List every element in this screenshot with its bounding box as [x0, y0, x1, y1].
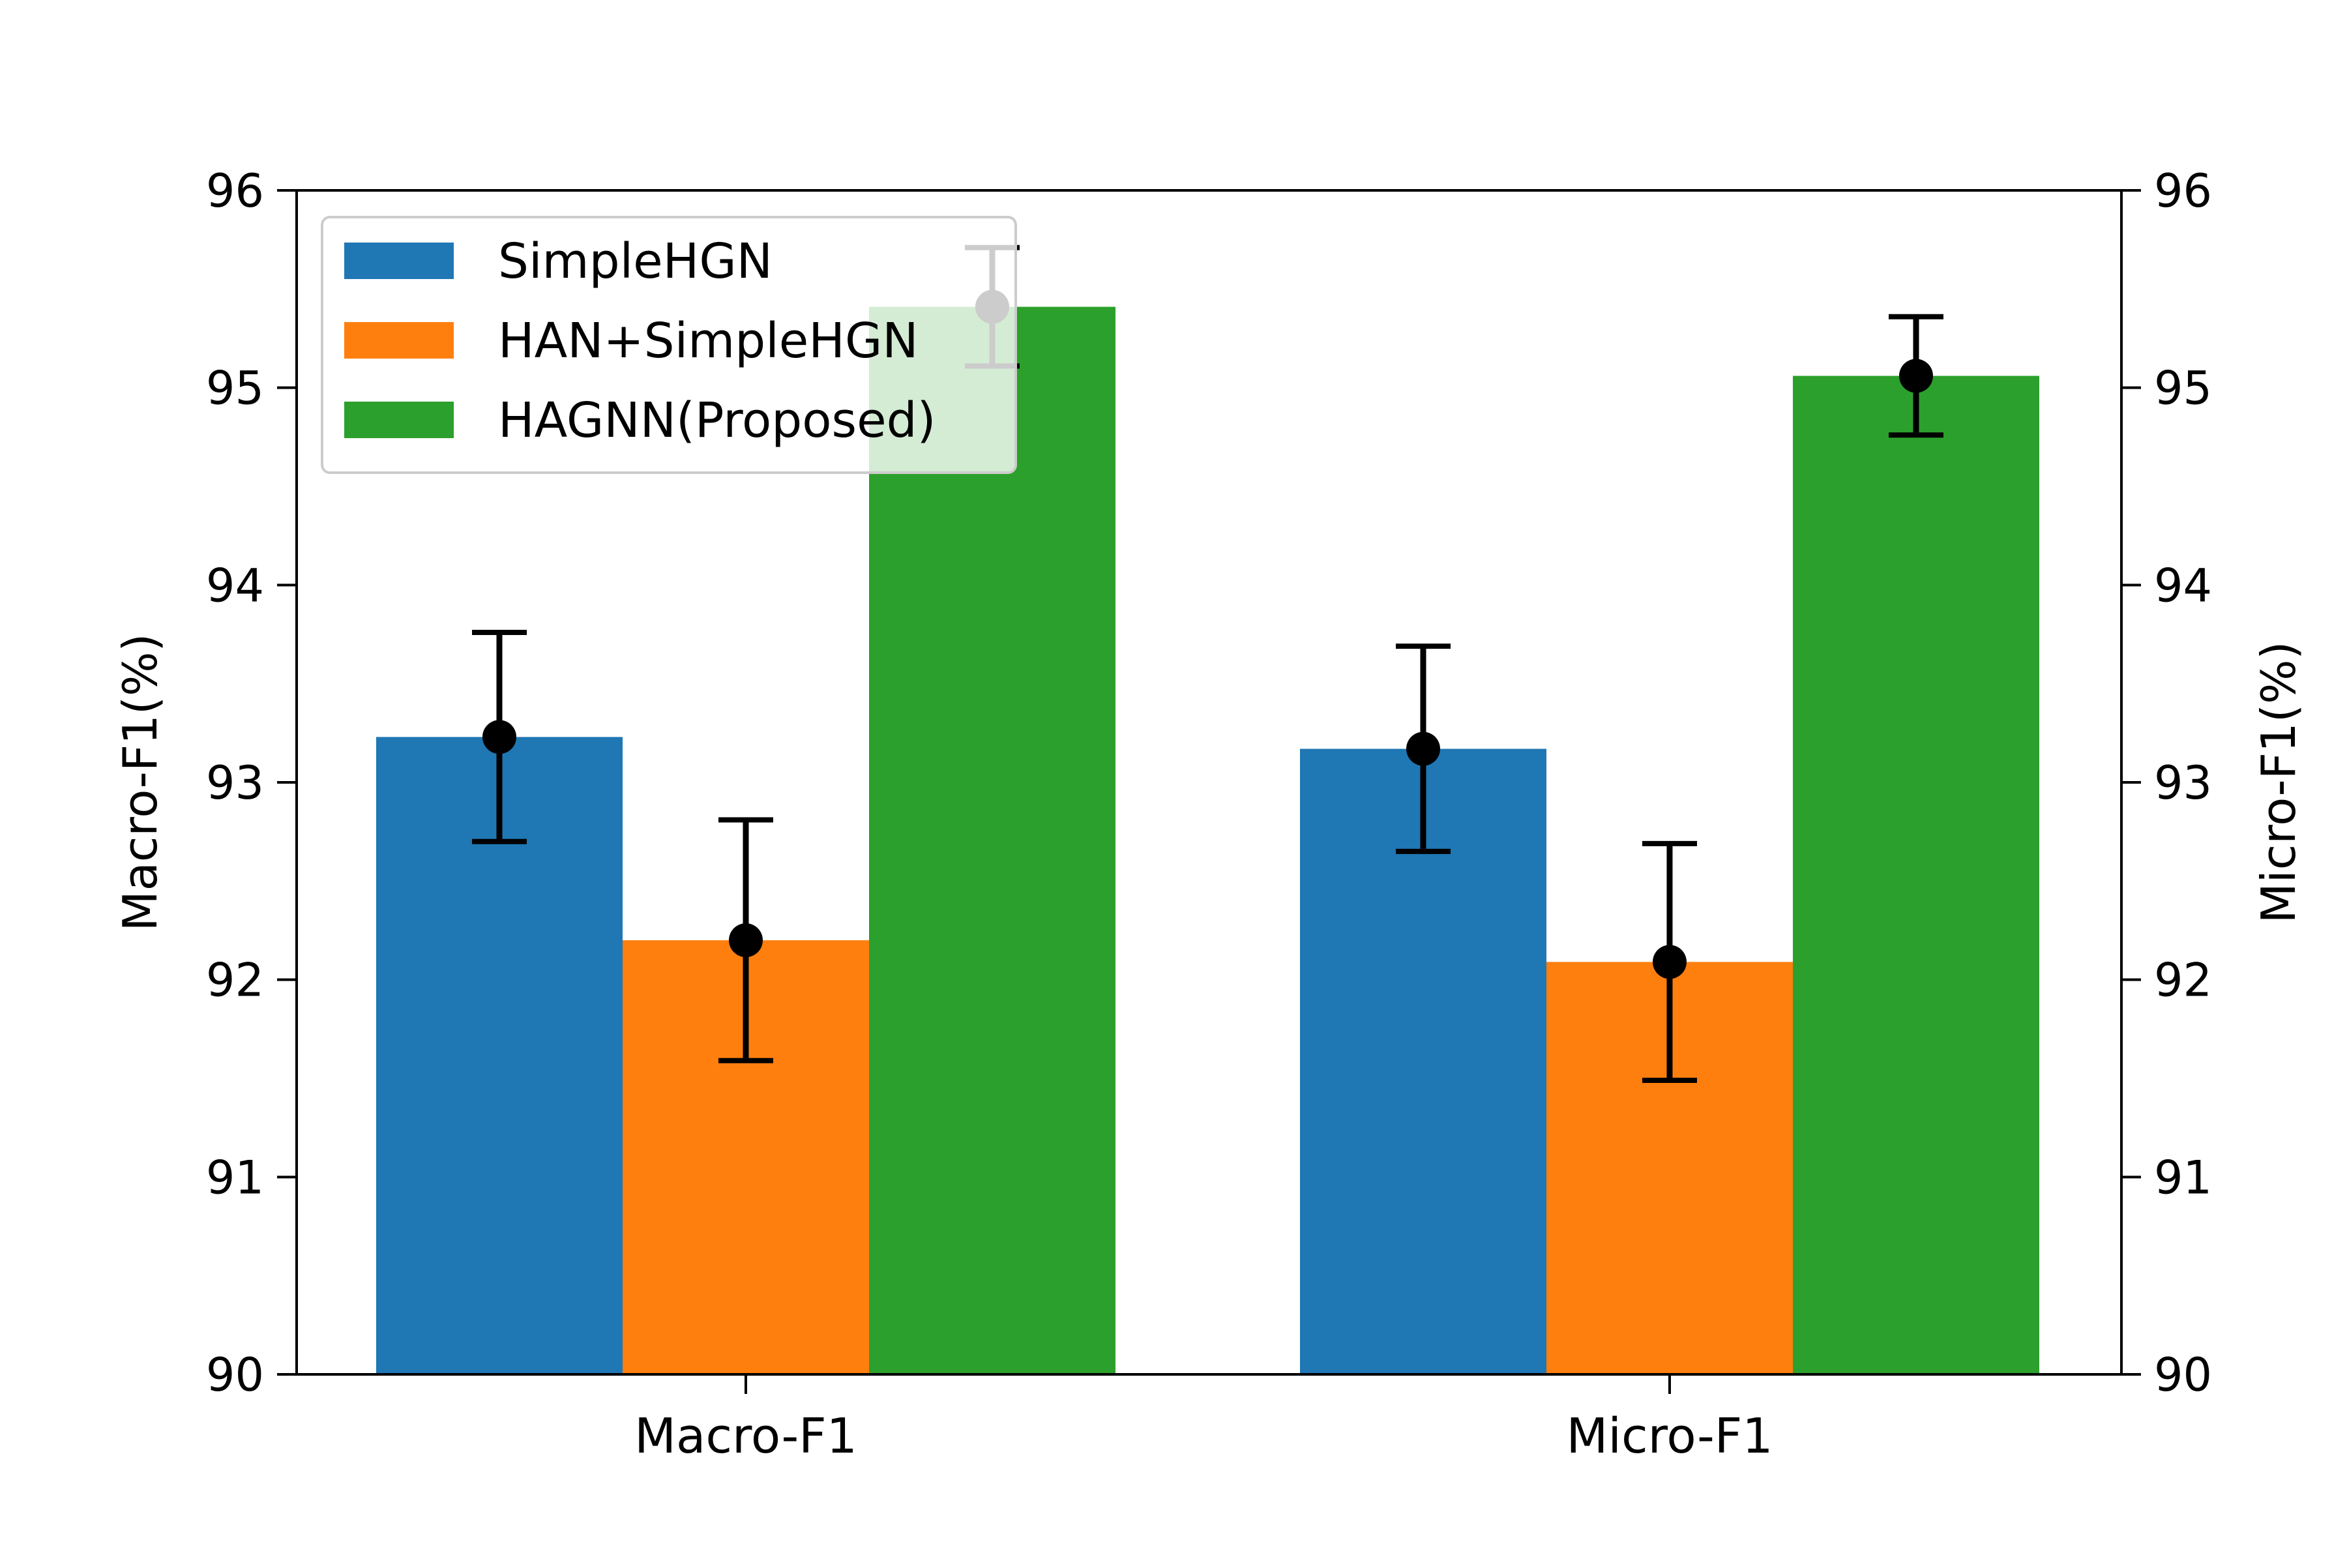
- y-tick-label-right: 90: [2154, 1348, 2212, 1402]
- y-tick-label-left: 92: [206, 954, 264, 1007]
- y-tick-label-right: 92: [2154, 954, 2212, 1007]
- bar: [1793, 376, 2039, 1375]
- y-tick-label-right: 91: [2154, 1151, 2212, 1204]
- legend-swatch: [344, 402, 454, 438]
- mean-marker: [1406, 732, 1440, 766]
- mean-marker: [1653, 945, 1687, 979]
- mean-marker: [729, 923, 763, 958]
- legend-swatch: [344, 243, 454, 279]
- y-tick-label-right: 95: [2154, 362, 2212, 415]
- y-tick-label-left: 91: [206, 1151, 264, 1204]
- legend-label: SimpleHGN: [498, 233, 773, 289]
- y-tick-label-left: 90: [206, 1348, 264, 1402]
- x-tick-label: Micro-F1: [1567, 1408, 1773, 1464]
- legend: SimpleHGN HAN+SimpleHGN HAGNN(Proposed): [321, 216, 1017, 474]
- y-tick-label-left: 96: [206, 164, 264, 218]
- legend-label: HAGNN(Proposed): [498, 392, 936, 449]
- bar: [869, 306, 1115, 1374]
- x-tick-label: Macro-F1: [634, 1408, 857, 1464]
- y-axis-label-left: Macro-F1(%): [113, 633, 168, 931]
- legend-box: [321, 216, 1017, 474]
- y-tick-label-left: 94: [206, 559, 264, 612]
- y-axis-label-right: Micro-F1(%): [2251, 642, 2306, 924]
- y-tick-label-right: 94: [2154, 559, 2212, 612]
- y-tick-label-left: 95: [206, 362, 264, 415]
- y-tick-label-right: 93: [2154, 756, 2212, 810]
- mean-marker: [482, 720, 516, 754]
- y-tick-label-left: 93: [206, 756, 264, 810]
- y-tick-label-right: 96: [2154, 164, 2212, 218]
- legend-swatch: [344, 322, 454, 359]
- mean-marker: [1899, 359, 1933, 393]
- legend-label: HAN+SimpleHGN: [498, 313, 919, 369]
